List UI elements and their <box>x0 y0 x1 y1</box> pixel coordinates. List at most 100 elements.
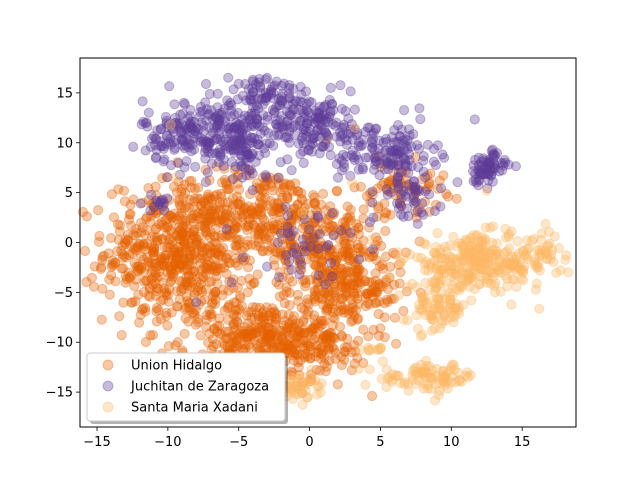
scatter-point <box>298 342 309 353</box>
scatter-point <box>317 273 328 284</box>
scatter-point <box>245 328 256 339</box>
scatter-point <box>196 242 207 253</box>
scatter-point <box>341 278 353 289</box>
scatter-point <box>315 343 326 354</box>
scatter-point <box>338 307 349 318</box>
scatter-point <box>300 278 311 289</box>
scatter-point <box>177 228 188 239</box>
scatter-point <box>193 124 204 135</box>
scatter-point <box>303 327 314 338</box>
scatter-point <box>212 320 223 331</box>
scatter-point <box>446 377 457 388</box>
scatter-point <box>247 329 258 341</box>
scatter-point <box>321 134 332 145</box>
scatter-point <box>373 203 384 214</box>
scatter-point <box>171 253 182 264</box>
scatter-point <box>261 234 273 245</box>
scatter-point <box>201 217 212 228</box>
scatter-point <box>130 230 141 241</box>
scatter-point <box>149 241 160 252</box>
scatter-point <box>240 332 251 343</box>
scatter-point <box>200 97 211 108</box>
scatter-point <box>192 208 204 219</box>
scatter-point <box>227 201 238 212</box>
scatter-point <box>232 235 243 246</box>
scatter-point <box>309 198 320 210</box>
scatter-point <box>404 130 415 141</box>
scatter-point <box>159 260 170 271</box>
scatter-point <box>407 182 418 193</box>
scatter-point <box>275 206 286 217</box>
scatter-point <box>310 261 321 272</box>
scatter-point <box>330 290 341 301</box>
scatter-point <box>181 264 192 275</box>
scatter-point <box>205 194 217 205</box>
scatter-point <box>181 156 192 167</box>
scatter-point <box>425 168 436 179</box>
scatter-point <box>256 193 267 204</box>
scatter-point <box>163 242 175 253</box>
scatter-point <box>146 241 157 252</box>
scatter-point <box>290 211 301 222</box>
scatter-point <box>358 251 369 262</box>
scatter-point <box>154 205 165 216</box>
scatter-point <box>267 185 278 196</box>
scatter-point <box>182 260 193 271</box>
scatter-point <box>309 197 320 208</box>
scatter-point <box>340 252 351 263</box>
scatter-point <box>277 239 289 250</box>
scatter-point <box>298 327 309 339</box>
scatter-point <box>134 260 145 272</box>
scatter-point <box>129 243 140 254</box>
scatter-point <box>167 235 178 247</box>
scatter-point <box>254 183 265 194</box>
scatter-point <box>299 335 310 346</box>
scatter-point <box>184 121 195 132</box>
scatter-point <box>266 328 277 339</box>
scatter-point <box>144 282 155 293</box>
scatter-point <box>246 329 258 340</box>
scatter-point <box>345 227 356 238</box>
scatter-point <box>248 220 259 231</box>
scatter-point <box>179 255 190 266</box>
scatter-point <box>370 268 381 279</box>
scatter-point <box>127 248 138 259</box>
scatter-point <box>240 252 251 263</box>
scatter-point <box>353 222 364 233</box>
scatter-point <box>301 232 312 243</box>
scatter-point <box>173 263 184 274</box>
scatter-point <box>195 240 206 251</box>
scatter-point <box>380 159 391 170</box>
scatter-point <box>136 227 147 238</box>
scatter-point <box>139 244 151 255</box>
scatter-point <box>264 138 275 149</box>
scatter-point <box>186 276 197 287</box>
scatter-point <box>414 204 425 215</box>
scatter-point <box>262 322 274 333</box>
scatter-point <box>290 231 301 242</box>
scatter-point <box>310 204 322 215</box>
scatter-point <box>190 266 201 277</box>
scatter-point <box>189 183 200 194</box>
scatter-point <box>160 215 171 226</box>
scatter-point <box>358 246 369 257</box>
scatter-point <box>277 192 288 203</box>
scatter-point <box>288 355 300 366</box>
scatter-point <box>438 275 449 286</box>
scatter-point <box>372 235 383 246</box>
scatter-point <box>152 283 163 294</box>
scatter-point <box>184 298 195 309</box>
scatter-point <box>265 195 276 207</box>
scatter-point <box>249 312 260 323</box>
scatter-point <box>176 276 188 287</box>
scatter-point <box>350 305 362 316</box>
scatter-point <box>158 156 169 167</box>
scatter-point <box>162 290 173 301</box>
scatter-point <box>287 314 298 325</box>
scatter-point <box>298 217 309 228</box>
scatter-point <box>316 263 327 274</box>
scatter-point <box>329 278 340 289</box>
scatter-point <box>276 122 288 133</box>
scatter-point <box>211 339 222 350</box>
scatter-point <box>232 216 243 227</box>
